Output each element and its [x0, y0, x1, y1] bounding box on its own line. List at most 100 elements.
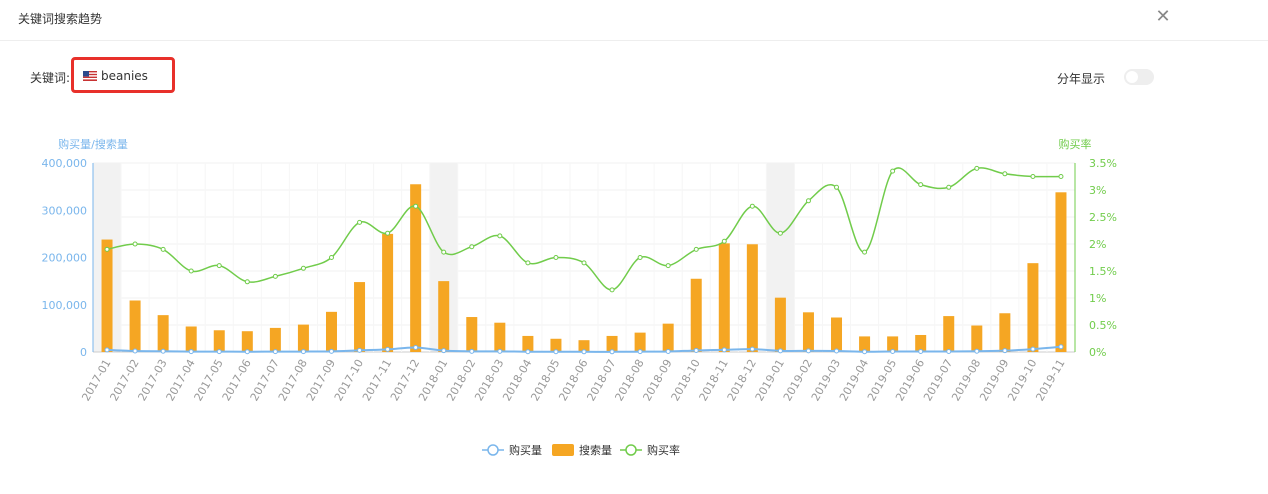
- purchase-rate-point: [749, 203, 755, 209]
- purchase-rate-point: [946, 184, 952, 190]
- right-axis-title: 购买率: [1059, 137, 1092, 151]
- close-icon[interactable]: ✕: [1155, 6, 1171, 27]
- left-tick-label: 400,000: [42, 157, 88, 170]
- left-tick-label: 300,000: [42, 204, 88, 217]
- search-volume-bar: [466, 317, 478, 352]
- left-tick-label: 200,000: [42, 252, 88, 265]
- search-volume-bar: [494, 322, 506, 352]
- right-tick-label: 2.5%: [1089, 211, 1117, 224]
- search-volume-bar: [859, 336, 871, 352]
- purchase-volume-point: [104, 347, 110, 353]
- purchase-rate-point: [441, 249, 447, 255]
- search-volume-bar: [774, 297, 786, 352]
- purchase-rate-point: [834, 184, 840, 190]
- search-volume-bar: [887, 336, 899, 352]
- purchase-rate-point: [497, 233, 503, 239]
- purchase-volume-point: [581, 349, 587, 355]
- purchase-volume-point: [385, 346, 391, 352]
- right-tick-label: 3%: [1089, 184, 1106, 197]
- search-volume-bar: [662, 323, 674, 352]
- search-volume-bar: [438, 281, 450, 352]
- right-tick-label: 0.5%: [1089, 319, 1117, 332]
- purchase-rate-point: [665, 263, 671, 269]
- purchase-rate-point: [272, 273, 278, 279]
- purchase-rate-point: [553, 255, 559, 260]
- search-volume-bar: [101, 239, 113, 352]
- right-tick-label: 2%: [1089, 238, 1106, 251]
- purchase-volume-point: [497, 348, 503, 354]
- purchase-rate-point: [721, 238, 727, 244]
- purchase-rate-point: [890, 168, 896, 174]
- search-volume-bar: [382, 233, 394, 352]
- right-tick-label: 0%: [1089, 346, 1106, 359]
- search-volume-bar: [522, 335, 534, 352]
- purchase-rate-point: [974, 165, 980, 171]
- search-volume-bar: [269, 327, 281, 352]
- dialog-title: 关键词搜索趋势: [18, 12, 103, 26]
- purchase-rate-point: [357, 219, 363, 225]
- right-tick-label: 1.5%: [1089, 265, 1117, 278]
- purchase-volume-point: [132, 348, 138, 354]
- purchase-volume-point: [890, 348, 896, 354]
- search-volume-bar: [690, 278, 702, 352]
- search-volume-bar: [915, 334, 927, 352]
- purchase-rate-line: [106, 167, 1061, 291]
- purchase-volume-point: [160, 348, 166, 354]
- purchase-volume-point: [1002, 348, 1008, 354]
- purchase-rate-point: [1030, 174, 1036, 179]
- purchase-rate-point: [609, 287, 615, 293]
- search-volume-bar: [1027, 263, 1039, 352]
- search-volume-bar: [831, 317, 843, 352]
- purchase-rate-point: [385, 230, 391, 236]
- purchase-rate-point: [216, 263, 222, 269]
- keyword-value[interactable]: beanies: [101, 69, 148, 83]
- legend-rate-marker: [625, 444, 637, 456]
- purchase-volume-point: [777, 348, 783, 354]
- search-volume-bar: [578, 340, 590, 352]
- purchase-rate-point: [1058, 174, 1064, 179]
- purchase-volume-point: [665, 348, 671, 354]
- toggle-knob: [1126, 71, 1138, 83]
- search-volume-bar: [718, 243, 730, 352]
- legend-purchases-label: 购买量: [509, 443, 542, 457]
- search-volume-bar: [550, 338, 562, 352]
- year-split-toggle[interactable]: [1124, 69, 1154, 85]
- right-tick-label: 1%: [1089, 292, 1106, 305]
- purchase-volume-point: [300, 349, 306, 355]
- legend-purchases-marker: [487, 444, 499, 456]
- purchase-rate-point: [469, 244, 475, 250]
- purchase-rate-point: [300, 265, 306, 271]
- purchase-volume-point: [862, 349, 868, 355]
- purchase-rate-point: [637, 255, 643, 260]
- purchase-volume-point: [357, 347, 363, 353]
- legend-searches-marker: [552, 444, 574, 456]
- search-volume-bar: [802, 312, 814, 352]
- purchase-rate-point: [805, 198, 811, 204]
- purchase-rate-point: [525, 260, 531, 266]
- search-volume-bar: [634, 332, 646, 352]
- left-tick-label: 0: [80, 346, 87, 359]
- purchase-volume-point: [188, 349, 194, 355]
- search-volume-bar: [354, 282, 366, 352]
- legend-rate-label: 购买率: [647, 443, 680, 457]
- purchase-volume-point: [525, 349, 531, 355]
- purchase-volume-point: [244, 349, 250, 355]
- purchase-rate-point: [862, 249, 868, 255]
- purchase-volume-point: [609, 349, 615, 355]
- search-volume-bar: [129, 300, 141, 352]
- purchase-volume-point: [749, 346, 755, 352]
- purchase-volume-point: [328, 348, 334, 354]
- purchase-rate-point: [777, 230, 783, 236]
- search-volume-bar: [746, 244, 758, 352]
- purchase-volume-point: [721, 347, 727, 353]
- dialog-header: 关键词搜索趋势 ✕: [0, 0, 1268, 41]
- purchase-volume-point: [946, 348, 952, 354]
- purchase-rate-point: [188, 268, 194, 274]
- purchase-volume-point: [441, 348, 447, 354]
- purchase-volume-point: [805, 348, 811, 354]
- year-split-label: 分年显示: [1057, 72, 1106, 86]
- search-volume-bar: [410, 184, 422, 352]
- purchase-rate-point: [328, 255, 334, 260]
- purchase-rate-point: [918, 182, 924, 188]
- search-volume-bar: [213, 330, 225, 352]
